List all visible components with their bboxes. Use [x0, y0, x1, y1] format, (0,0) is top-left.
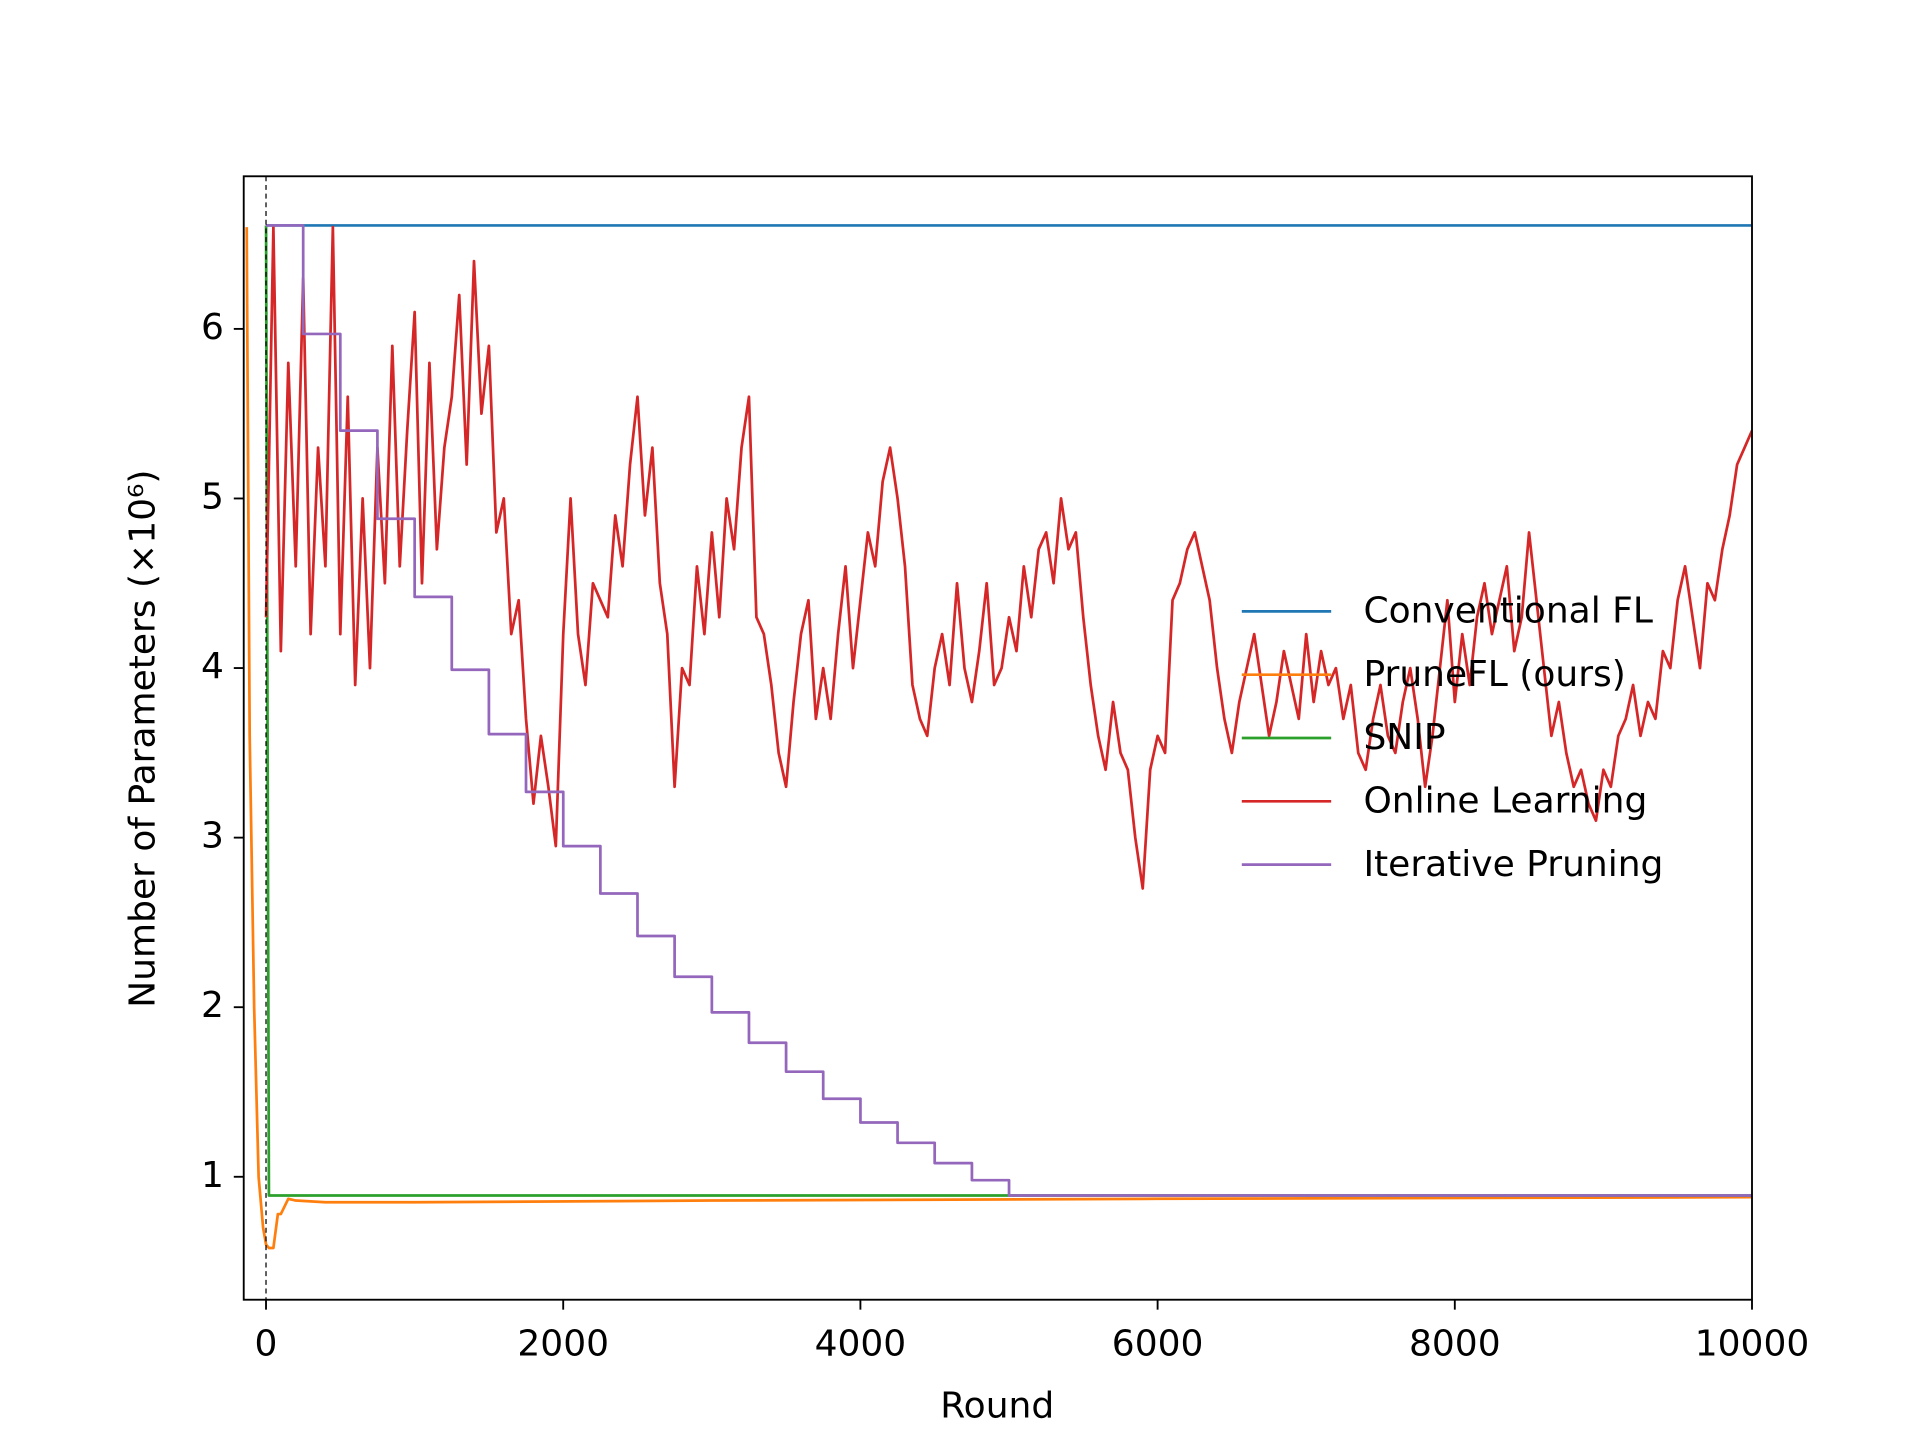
- x-tick-label: 0: [255, 1324, 278, 1365]
- x-tick-label: 8000: [1409, 1324, 1501, 1365]
- y-tick-label: 5: [201, 476, 224, 517]
- y-tick-label: 4: [201, 646, 224, 687]
- y-tick-label: 2: [201, 985, 224, 1026]
- legend-label: PruneFL (ours): [1363, 654, 1625, 695]
- y-tick-label: 3: [201, 816, 224, 857]
- legend-label: Conventional FL: [1363, 591, 1652, 632]
- legend-label: SNIP: [1363, 717, 1445, 758]
- x-tick-label: 10000: [1695, 1324, 1810, 1365]
- x-tick-label: 4000: [815, 1324, 907, 1365]
- y-tick-label: 6: [201, 307, 224, 348]
- x-tick-label: 2000: [517, 1324, 609, 1365]
- series-line: [264, 225, 1753, 890]
- plot-frame: [242, 175, 1753, 1301]
- legend-label: Online Learning: [1363, 781, 1647, 822]
- x-axis-label: Round: [940, 1386, 1054, 1427]
- series-line: [245, 227, 1753, 1250]
- series-line: [266, 224, 1753, 1197]
- legend-label: Iterative Pruning: [1363, 844, 1663, 885]
- x-tick-label: 6000: [1112, 1324, 1204, 1365]
- y-tick-label: 1: [201, 1155, 224, 1196]
- y-axis-label: Number of Parameters (×10⁶): [122, 470, 163, 1008]
